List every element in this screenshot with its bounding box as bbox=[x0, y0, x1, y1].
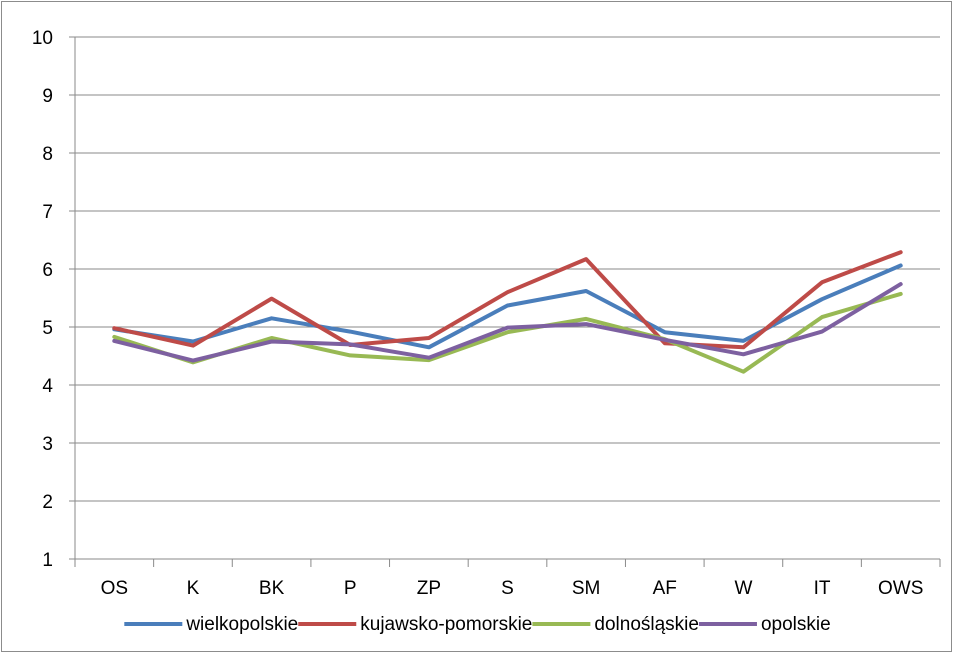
y-tick-label: 5 bbox=[42, 318, 53, 339]
x-tick-label: IT bbox=[814, 578, 831, 599]
y-tick-label: 6 bbox=[42, 260, 53, 281]
x-tick-label: OS bbox=[101, 578, 128, 599]
legend-label: dolnośląskie bbox=[594, 614, 699, 635]
x-tick-label: OWS bbox=[878, 578, 923, 599]
axes bbox=[69, 36, 941, 567]
x-tick-label: AF bbox=[653, 578, 677, 599]
y-tick-label: 3 bbox=[42, 434, 53, 455]
y-tick-label: 7 bbox=[42, 202, 53, 223]
series-line bbox=[112, 263, 903, 350]
legend-label: wielkopolskie bbox=[185, 614, 298, 635]
x-tick-label: S bbox=[501, 578, 514, 599]
y-tick-label: 2 bbox=[42, 492, 53, 513]
y-tick-labels: 1 2 3 4 5 6 7 8 9 10 bbox=[32, 28, 54, 571]
x-tick-label: ZP bbox=[417, 578, 441, 599]
series-line bbox=[112, 282, 903, 363]
legend-label: opolskie bbox=[761, 614, 831, 635]
legend-label: kujawsko-pomorskie bbox=[360, 614, 532, 635]
y-tick-label: 4 bbox=[42, 376, 53, 397]
legend: wielkopolskie kujawsko-pomorskie dolnośląs… bbox=[124, 614, 831, 635]
series-line bbox=[112, 250, 903, 350]
y-tick-label: 9 bbox=[42, 86, 53, 107]
x-tick-label: SM bbox=[572, 578, 601, 599]
x-tick-label: K bbox=[187, 578, 200, 599]
x-tick-labels: OS K BK P ZP S SM AF W IT OWS bbox=[101, 578, 924, 599]
y-tick-label: 1 bbox=[42, 550, 53, 571]
gridlines bbox=[75, 36, 940, 502]
y-tick-label: 8 bbox=[42, 144, 53, 165]
y-tick-label: 10 bbox=[32, 28, 53, 49]
x-tick-label: BK bbox=[259, 578, 285, 599]
series-lines bbox=[112, 250, 903, 374]
x-tick-label: P bbox=[344, 578, 357, 599]
x-tick-label: W bbox=[734, 578, 752, 599]
